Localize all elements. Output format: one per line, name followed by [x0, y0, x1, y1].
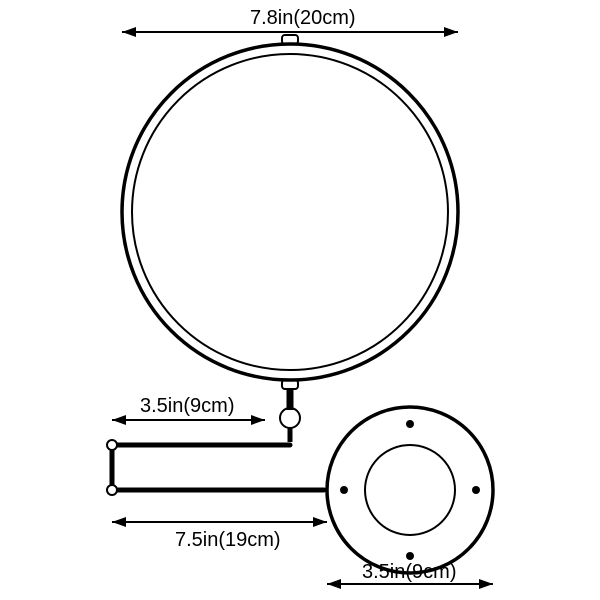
mirror-head [122, 35, 458, 442]
dim-arm-lower-label: 7.5in(19cm) [175, 529, 281, 551]
dim-arm-lower: 7.5in(19cm) [112, 517, 327, 551]
dim-mirror-width: 7.8in(20cm) [122, 7, 458, 37]
wall-mount-base [327, 407, 493, 573]
dim-arm-upper: 3.5in(9cm) [112, 395, 265, 425]
dim-mirror-width-label: 7.8in(20cm) [250, 7, 356, 29]
dim-arm-upper-label: 3.5in(9cm) [140, 395, 234, 417]
mirror-dimension-diagram: 7.8in(20cm) 3.5in(9cm) 7.5in(19cm) 3.5in(9c… [0, 0, 600, 600]
dim-base-width: 3.5in(9cm) [327, 561, 493, 589]
dim-base-width-label: 3.5in(9cm) [362, 561, 456, 583]
extension-arm [107, 440, 324, 495]
